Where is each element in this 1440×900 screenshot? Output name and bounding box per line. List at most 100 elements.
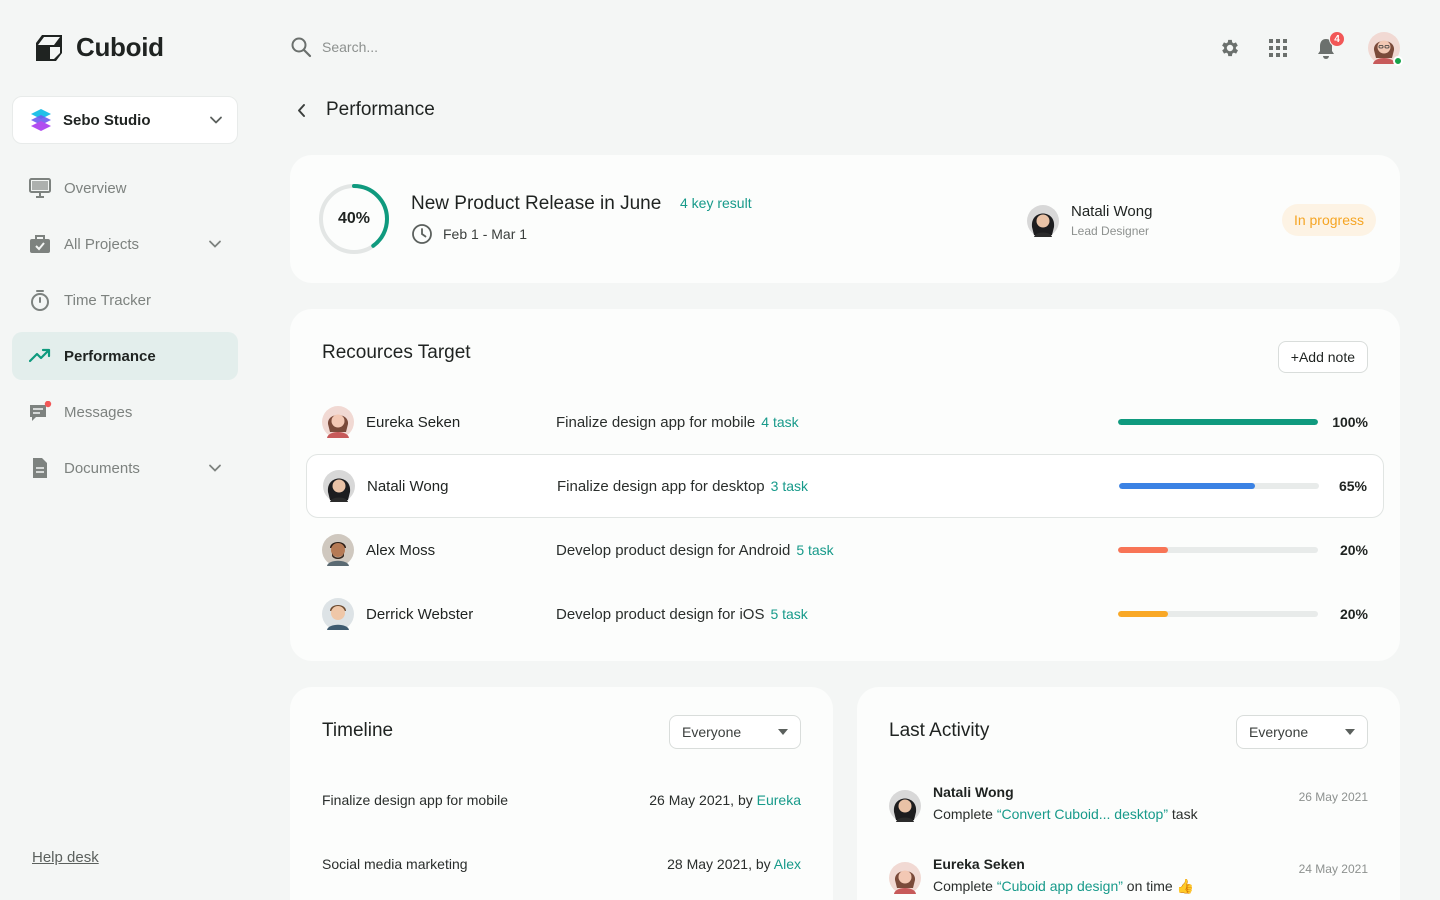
grid-icon	[1269, 39, 1287, 57]
resource-task: Finalize design app for mobile 4 task	[556, 414, 799, 431]
table-row[interactable]: Natali Wong Finalize design app for desk…	[306, 454, 1384, 518]
activity-prefix: Complete	[933, 878, 997, 894]
sidebar-item-overview[interactable]: Overview	[12, 164, 238, 212]
goal-progress-arc	[319, 184, 389, 254]
task-count-link[interactable]: 3 task	[770, 477, 808, 494]
activity-text: Complete “Cuboid app design” on time 👍	[933, 878, 1299, 895]
briefcase-icon	[28, 232, 52, 256]
goal-title: New Product Release in June	[411, 193, 662, 214]
sidebar-item-label: Documents	[64, 459, 140, 477]
task-name: Finalize design app for desktop	[557, 477, 765, 495]
goal-owner[interactable]: Natali Wong Lead Designer	[1027, 203, 1152, 238]
task-name: Develop product design for Android	[556, 541, 791, 559]
owner-role: Lead Designer	[1071, 224, 1150, 238]
search-icon	[291, 37, 312, 58]
select-value: Everyone	[682, 724, 742, 740]
activity-user: Natali Wong	[933, 784, 1014, 800]
apps-button[interactable]	[1254, 28, 1302, 68]
message-icon	[28, 400, 52, 424]
online-status-dot	[1393, 56, 1403, 66]
progress-bar-fill	[1118, 419, 1318, 425]
search-input[interactable]	[322, 39, 582, 55]
add-note-button[interactable]: +Add note	[1277, 341, 1368, 373]
goal-progress-ring: 40%	[318, 183, 390, 255]
progress-percent: 100%	[1332, 414, 1368, 430]
task-count-link[interactable]: 5 task	[770, 605, 808, 622]
help-desk-link[interactable]: Help desk	[32, 849, 99, 866]
list-item[interactable]: Finalize design app for mobile 26 May 20…	[322, 792, 801, 808]
sidebar-item-messages[interactable]: Messages	[12, 388, 238, 436]
task-count-link[interactable]: 5 task	[796, 541, 834, 558]
select-value: Everyone	[1249, 724, 1309, 740]
owner-name: Natali Wong	[1071, 203, 1153, 220]
sidebar-item-performance[interactable]: Performance	[12, 332, 238, 380]
caret-down-icon	[1345, 729, 1355, 735]
progress-bar	[1119, 483, 1319, 489]
gear-icon	[1222, 39, 1238, 57]
chevron-down-icon[interactable]	[208, 461, 222, 475]
activity-filter-select[interactable]: Everyone	[1236, 715, 1368, 749]
task-count-link[interactable]: 4 task	[761, 413, 799, 430]
chevron-left-icon[interactable]	[290, 96, 312, 124]
progress-percent: 20%	[1339, 606, 1368, 622]
settings-button[interactable]	[1206, 28, 1254, 68]
resource-name: Derrick Webster	[366, 605, 474, 623]
sidebar-item-documents[interactable]: Documents	[12, 444, 238, 492]
sidebar-item-all-projects[interactable]: All Projects	[12, 220, 238, 268]
timeline-filter-select[interactable]: Everyone	[669, 715, 801, 749]
sidebar-item-label: Performance	[64, 347, 156, 365]
task-name: Develop product design for iOS	[556, 605, 765, 623]
timeline-date-text: 28 May 2021, by	[667, 856, 774, 872]
task-name: Finalize design app for mobile	[556, 413, 756, 431]
progress-percent: 20%	[1339, 542, 1368, 558]
workspace-logo-icon	[31, 109, 51, 131]
goal-date-range: Feb 1 - Mar 1	[411, 223, 527, 245]
resource-name: Eureka Seken	[366, 413, 461, 431]
trending-up-icon	[28, 344, 52, 368]
sidebar-item-time-tracker[interactable]: Time Tracker	[12, 276, 238, 324]
timeline-author-link[interactable]: Alex	[773, 856, 801, 872]
chevron-down-icon[interactable]	[208, 237, 222, 251]
timeline-date-text: 26 May 2021, by	[649, 792, 757, 808]
workspace-name: Sebo Studio	[63, 111, 151, 129]
avatar	[889, 790, 921, 822]
table-row[interactable]: Alex Moss Develop product design for And…	[306, 518, 1384, 582]
activity-suffix: task	[1168, 806, 1198, 822]
list-item[interactable]: Eureka Seken Complete “Cuboid app design…	[889, 856, 1368, 895]
timeline-date: 26 May 2021, by Eureka	[649, 792, 801, 808]
resource-name: Alex Moss	[366, 541, 436, 559]
activity-body: Natali Wong Complete “Convert Cuboid... …	[933, 784, 1299, 822]
search-bar	[290, 36, 582, 58]
timeline-author-link[interactable]: Eureka	[756, 792, 801, 808]
logo[interactable]: Cuboid	[34, 32, 164, 63]
list-item[interactable]: Social media marketing 28 May 2021, by A…	[322, 856, 801, 872]
avatar	[889, 862, 921, 894]
top-bar: 4	[290, 28, 1403, 68]
timeline-task: Social media marketing	[322, 856, 468, 872]
breadcrumb: Performance	[290, 96, 435, 124]
sidebar-nav: Overview All Projects Time Tracker Perfo…	[12, 164, 238, 500]
activity-date: 24 May 2021	[1298, 862, 1368, 876]
user-avatar[interactable]	[1368, 32, 1403, 66]
table-row[interactable]: Eureka Seken Finalize design app for mob…	[306, 390, 1384, 454]
progress-bar	[1118, 419, 1318, 425]
goal-progress-label: 40%	[337, 210, 371, 227]
last-activity-card: Last Activity Everyone Natali Wong Compl…	[857, 687, 1400, 900]
sidebar: Cuboid Sebo Studio Overview All Projects	[0, 0, 250, 900]
table-row[interactable]: Derrick Webster Develop product design f…	[306, 582, 1384, 646]
notifications-button[interactable]: 4	[1302, 28, 1350, 68]
timeline-date: 28 May 2021, by Alex	[667, 856, 801, 872]
avatar	[322, 598, 354, 630]
activity-link[interactable]: “Convert Cuboid... desktop”	[996, 806, 1169, 822]
card-title: Timeline	[322, 720, 394, 741]
status-badge: In progress	[1281, 204, 1376, 236]
activity-link[interactable]: “Cuboid app design”	[996, 878, 1123, 894]
avatar	[1027, 204, 1059, 237]
avatar	[322, 534, 354, 566]
caret-down-icon	[778, 729, 788, 735]
list-item[interactable]: Natali Wong Complete “Convert Cuboid... …	[889, 784, 1368, 822]
workspace-switcher[interactable]: Sebo Studio	[12, 96, 238, 144]
activity-suffix: on time 👍	[1122, 878, 1195, 894]
key-results-link[interactable]: 4 key result	[680, 195, 752, 211]
stopwatch-icon	[28, 288, 52, 312]
